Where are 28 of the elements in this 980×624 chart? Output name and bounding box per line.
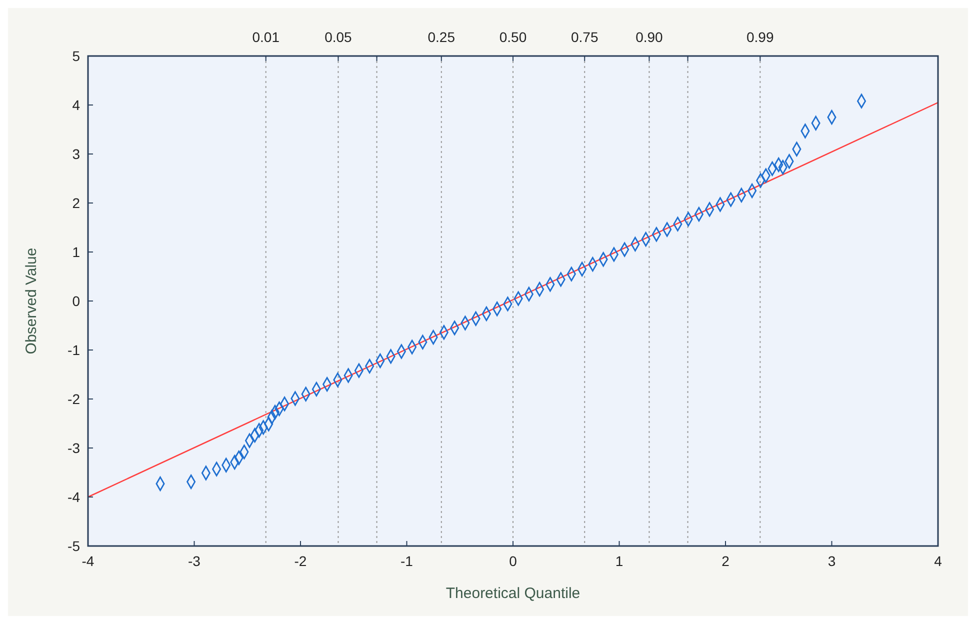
x-tick-label: 0 xyxy=(509,553,518,569)
y-tick-label: -2 xyxy=(68,391,80,407)
x-tick-label: -3 xyxy=(188,553,201,569)
annotation: 0.05 xyxy=(324,29,352,45)
y-tick-label: -4 xyxy=(68,489,80,505)
x-tick-label: -2 xyxy=(294,553,307,569)
y-tick-label: -1 xyxy=(68,342,80,358)
x-axis-title: Theoretical Quantile xyxy=(446,585,580,602)
x-tick-label: 3 xyxy=(828,553,836,569)
annotation: 0.50 xyxy=(499,29,527,45)
annotation: 0.90 xyxy=(636,29,664,45)
y-tick-label: 3 xyxy=(72,146,80,162)
y-axis-title: Observed Value xyxy=(23,248,40,354)
x-tick-label: 1 xyxy=(615,553,624,569)
y-tick-label: 0 xyxy=(72,293,80,309)
x-tick-label: 2 xyxy=(722,553,730,569)
annotation: 0.75 xyxy=(570,29,598,45)
y-tick-label: 4 xyxy=(72,97,80,113)
y-tick-label: 5 xyxy=(72,48,80,64)
y-tick-label: -5 xyxy=(68,538,80,554)
y-tick-label: -3 xyxy=(68,440,80,456)
annotation: 0.25 xyxy=(428,29,456,45)
annotation: 0.99 xyxy=(746,29,774,45)
annotation: 0.01 xyxy=(252,29,280,45)
x-tick-label: 4 xyxy=(934,553,942,569)
x-tick-label: -1 xyxy=(400,553,414,569)
y-tick-label: 1 xyxy=(72,244,80,260)
y-tick-label: 2 xyxy=(72,195,80,211)
